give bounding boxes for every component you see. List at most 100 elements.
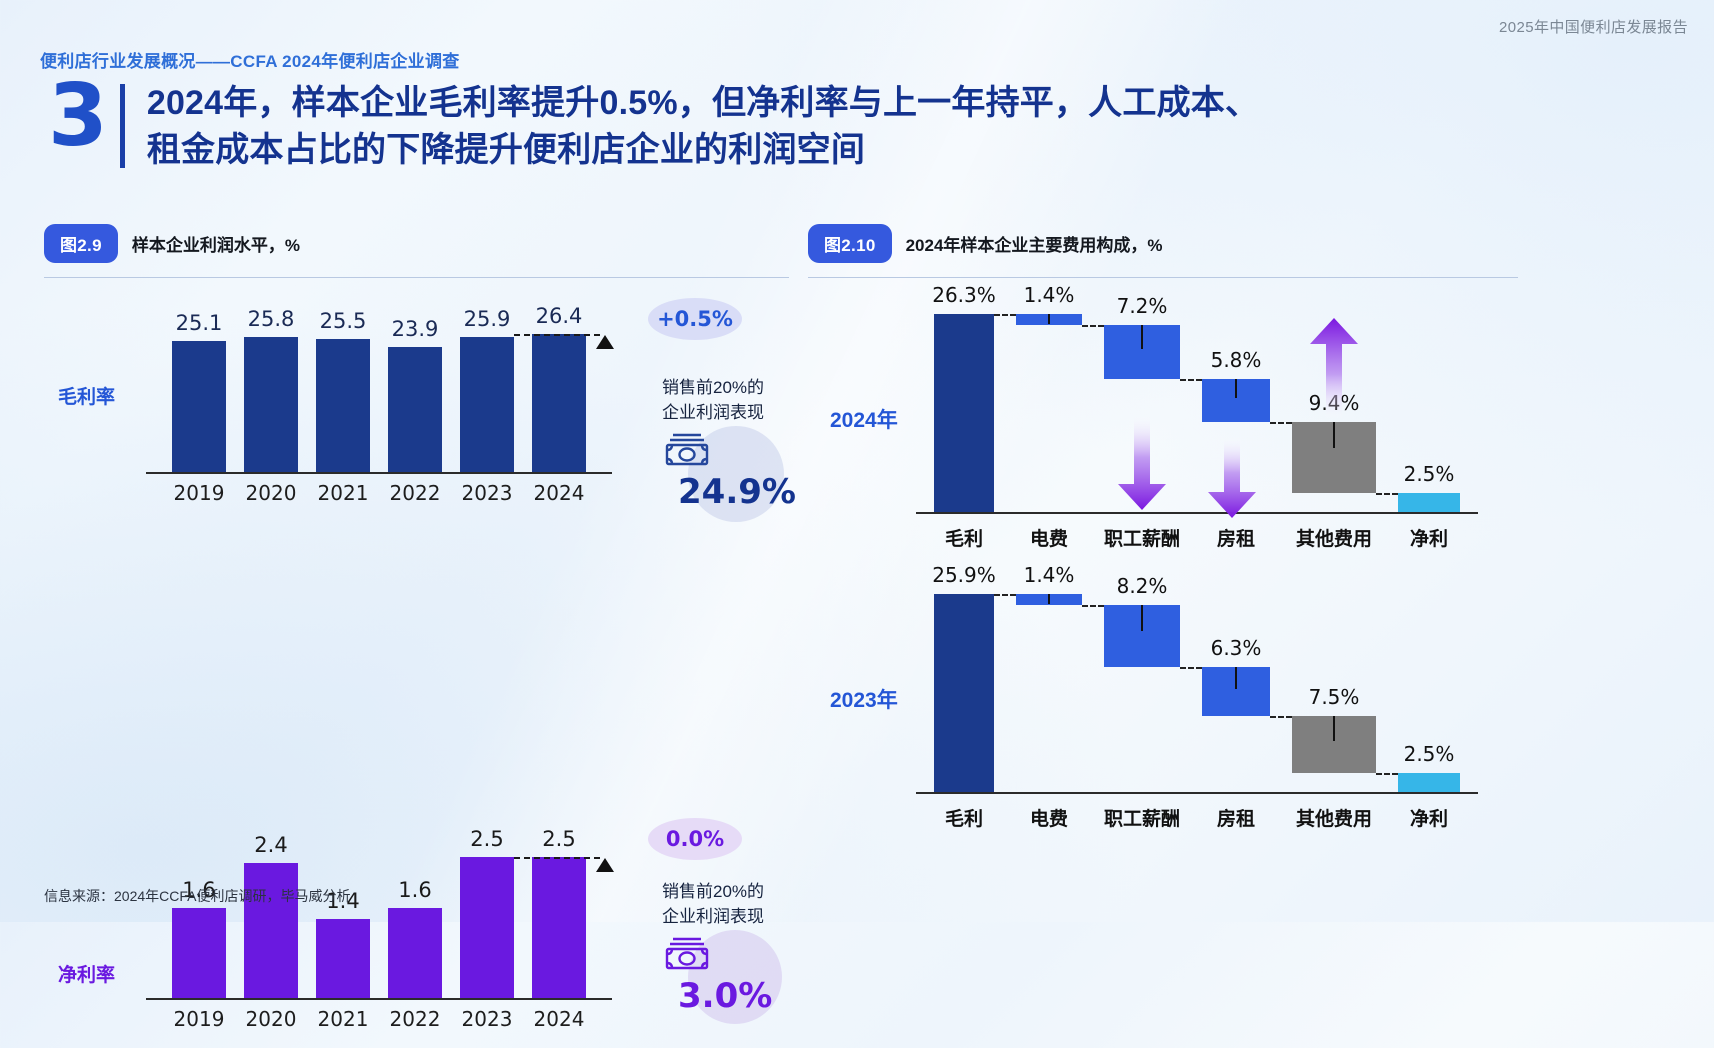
page-title-block: 3 2024年，样本企业毛利率提升0.5%，但净利率与上一年持平，人工成本、 租… <box>40 73 1259 174</box>
net-margin-chart: 1.6 2019 2.4 2020 1.4 2021 1.6 2022 2.5 2023 2.5 20… <box>44 800 789 1048</box>
waterfall-value-label: 2.5% <box>1403 462 1455 487</box>
waterfall-category-净利: 净利 <box>1409 529 1448 550</box>
section-eyebrow: 便利店行业发展概况——CCFA 2024年便利店企业调查 <box>40 52 460 71</box>
bar-value-label: 25.5 <box>319 309 367 334</box>
waterfall-connector <box>1180 378 1202 381</box>
bar-value-label: 2.5 <box>542 826 576 851</box>
bar-2019 <box>172 341 226 472</box>
figure-title-210: 2024年样本企业主要费用构成，% <box>905 236 1163 255</box>
left-panel-header: 图2.9 样本企业利润水平，% <box>44 224 789 263</box>
x-tick-2024: 2024 <box>533 1007 585 1031</box>
delta-marker-icon <box>596 857 614 872</box>
waterfall-category-其他费用: 其他费用 <box>1295 809 1372 830</box>
waterfall-bar-净利 <box>1398 772 1460 792</box>
figure-title-29: 样本企业利润水平，% <box>131 236 300 255</box>
series-label-gross: 毛利率 <box>58 387 116 408</box>
page-title: 2024年，样本企业毛利率提升0.5%，但净利率与上一年持平，人工成本、 租金成… <box>147 80 1259 174</box>
value-stem <box>1048 314 1050 324</box>
waterfall-value-label: 1.4% <box>1023 283 1075 307</box>
waterfall-value-label: 1.4% <box>1023 563 1075 587</box>
document-corner-label: 2025年中国便利店发展报告 <box>1499 19 1688 36</box>
waterfall-bar-毛利 <box>934 314 994 512</box>
gross-top20-note: 销售前20%的 企业利润表现 <box>662 378 765 422</box>
waterfall-value-label: 7.2% <box>1116 293 1168 318</box>
source-note: 信息来源：2024年CCFA便利店调研，毕马威分析 <box>44 888 351 904</box>
bar-2021 <box>316 919 370 998</box>
bar-2024 <box>532 856 586 998</box>
gross-margin-chart: 25.1 2019 25.8 2020 25.5 2021 23.9 2022 25.9 2023… <box>44 286 796 526</box>
waterfall-category-职工薪酬: 职工薪酬 <box>1103 529 1180 550</box>
bar-2023 <box>460 336 514 472</box>
x-axis-line <box>146 472 612 474</box>
delta-connector <box>514 334 600 337</box>
page-title-line-2: 租金成本占比的下降提升便利店企业的利润空间 <box>146 130 866 169</box>
waterfall-bar-净利 <box>1398 493 1460 512</box>
waterfall-category-房租: 房租 <box>1216 529 1255 550</box>
waterfall-connector <box>1270 715 1292 718</box>
waterfall-value-label: 26.3% <box>932 283 996 307</box>
value-stem <box>1235 378 1237 399</box>
bar-value-label: 25.8 <box>247 307 295 332</box>
down-arrow-icon <box>1118 414 1166 510</box>
x-tick-2023: 2023 <box>461 481 513 505</box>
figure-badge-29: 图2.9 <box>44 224 118 263</box>
x-axis-line <box>146 998 612 1000</box>
value-stem <box>1235 667 1237 690</box>
bar-value-label: 1.6 <box>182 877 216 902</box>
bar-value-label: 1.6 <box>398 877 432 902</box>
waterfall-bar-毛利 <box>934 594 994 792</box>
waterfall-value-label: 7.5% <box>1308 684 1360 709</box>
x-tick-2022: 2022 <box>389 481 441 505</box>
net-delta-pill: 0.0% <box>665 827 725 851</box>
waterfall-chart-2023: 25.9% 毛利 1.4% 电费 8.2% 职工薪酬 6.3% 房租 7.5% 其他费用 2.5% 净… <box>808 563 1508 831</box>
x-tick-2019: 2019 <box>173 481 225 505</box>
waterfall-category-职工薪酬: 职工薪酬 <box>1103 809 1180 830</box>
waterfall-connector <box>1082 604 1104 607</box>
section-number: 3 <box>48 66 108 166</box>
bar-value-label: 25.1 <box>175 311 223 336</box>
waterfall-category-电费: 电费 <box>1029 529 1068 550</box>
waterfall-year-label: 2024年 <box>830 409 898 432</box>
net-top20-note: 销售前20%的 企业利润表现 <box>662 882 765 926</box>
delta-connector <box>514 856 600 859</box>
waterfall-value-label: 25.9% <box>932 563 996 587</box>
bar-2020 <box>244 337 298 472</box>
waterfall-value-label: 5.8% <box>1210 347 1262 372</box>
bar-value-label: 2.4 <box>254 832 288 857</box>
banknote-icon <box>664 936 710 975</box>
value-stem <box>1333 422 1335 449</box>
waterfall-chart-2024: 26.3%毛利1.4%电费7.2%职工薪酬5.8%房租9.4%其他费用2.5%净… <box>808 283 1508 551</box>
waterfall-connector <box>1180 667 1202 670</box>
gross-top20-value: 24.9% <box>678 472 796 512</box>
x-tick-2021: 2021 <box>317 481 369 505</box>
waterfall-value-label: 6.3% <box>1210 636 1262 661</box>
page-title-line-1: 2024年，样本企业毛利率提升0.5%，但净利率与上一年持平，人工成本、 <box>146 84 1260 122</box>
bar-value-label: 25.9 <box>463 306 511 331</box>
waterfall-connector <box>994 594 1016 596</box>
gross-delta-pill: +0.5% <box>657 307 733 331</box>
pill-backdrop <box>648 298 742 340</box>
waterfall-category-净利: 净利 <box>1409 809 1448 830</box>
series-label-net: 净利率 <box>58 965 116 986</box>
value-stem <box>1141 604 1143 631</box>
waterfall-connector <box>1270 422 1292 425</box>
right-chart-panel: 图2.10 2024年样本企业主要费用构成，% <box>808 224 1518 278</box>
waterfall-category-其他费用: 其他费用 <box>1295 529 1372 550</box>
value-stem <box>1141 324 1143 349</box>
waterfall-value-label: 2.5% <box>1403 741 1455 766</box>
waterfall-category-毛利: 毛利 <box>944 809 983 830</box>
title-divider-bar <box>119 84 125 168</box>
bar-2020 <box>244 862 298 998</box>
bar-value-label: 1.4 <box>326 889 360 913</box>
waterfall-connector <box>1082 324 1104 327</box>
x-axis-line <box>916 512 1478 514</box>
waterfall-category-电费: 电费 <box>1029 809 1068 830</box>
waterfall-category-毛利: 毛利 <box>944 529 983 550</box>
banknote-icon <box>664 432 710 471</box>
pill-backdrop <box>648 818 742 860</box>
bar-2024 <box>532 334 586 472</box>
x-axis-line <box>916 792 1478 794</box>
waterfall-connector <box>1376 772 1398 775</box>
right-panel-header: 图2.10 2024年样本企业主要费用构成，% <box>808 224 1518 263</box>
bar-value-label: 23.9 <box>391 317 439 342</box>
